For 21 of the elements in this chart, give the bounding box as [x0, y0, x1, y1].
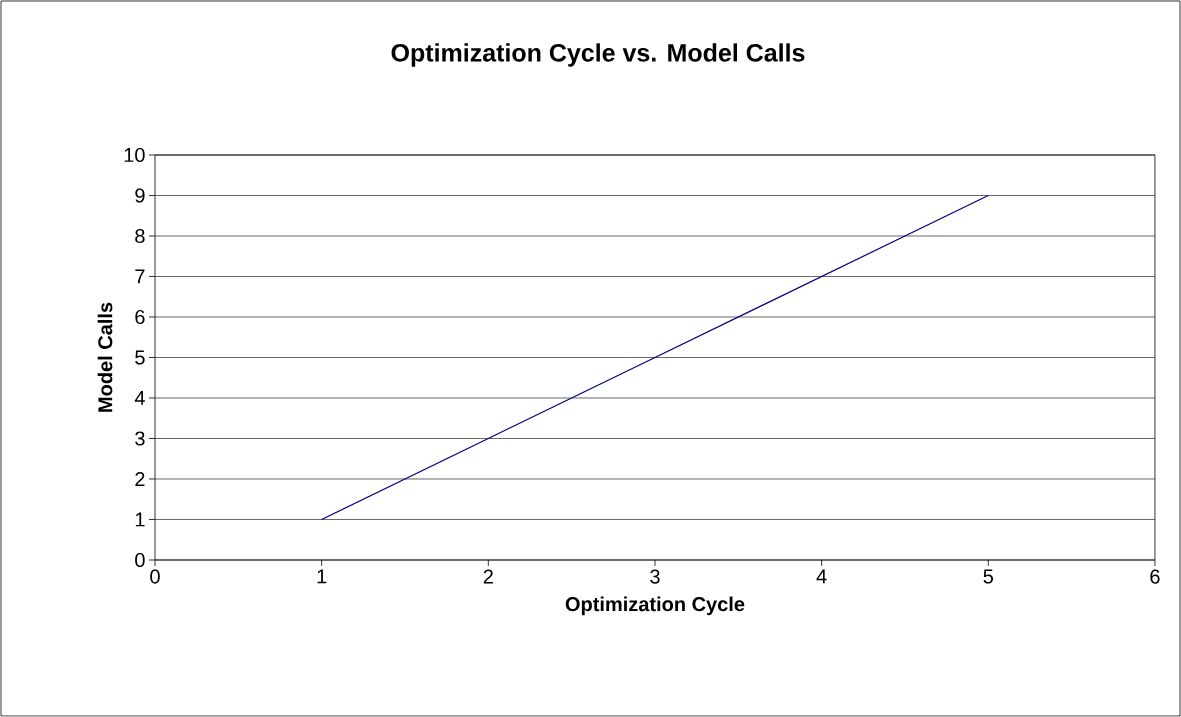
- y-tick-label: 1: [135, 512, 145, 527]
- y-tick-label: 9: [135, 188, 145, 203]
- x-tick-label: 1: [317, 569, 327, 584]
- x-tick-label: 0: [150, 569, 160, 584]
- y-tick-label: 3: [135, 431, 145, 446]
- y-axis-title: Model Calls: [97, 302, 113, 412]
- y-tick-label: 10: [124, 147, 145, 163]
- chart-title: Optimization Cycle vs. Model Calls: [391, 43, 805, 67]
- x-tick-label: 2: [483, 569, 493, 584]
- y-tick-label: 4: [134, 391, 145, 405]
- y-tick-label: 8: [135, 228, 145, 244]
- y-tick-label: 7: [135, 269, 145, 284]
- x-axis-title: Optimization Cycle: [565, 596, 745, 616]
- x-tick-label: 5: [983, 569, 994, 584]
- x-tick-label: 3: [650, 569, 660, 584]
- x-tick-label: 4: [816, 569, 827, 584]
- x-tick-label: 6: [1150, 569, 1160, 584]
- y-tick-label: 6: [135, 309, 145, 325]
- y-tick-label: 5: [135, 350, 145, 365]
- y-tick-label: 0: [135, 552, 145, 568]
- y-tick-label: 2: [135, 472, 145, 486]
